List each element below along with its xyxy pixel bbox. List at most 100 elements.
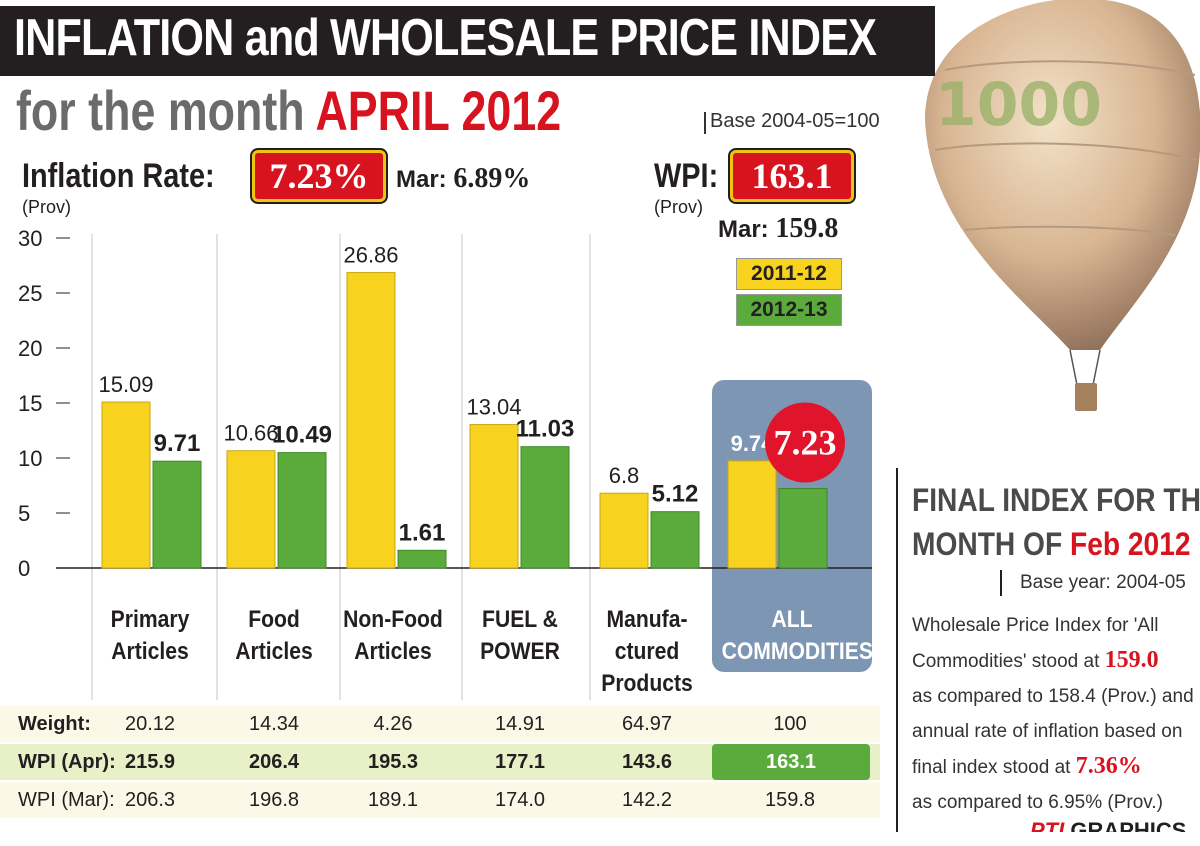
table-cell: 159.8 <box>764 789 816 811</box>
y-tick-label-4: 20 <box>18 336 42 361</box>
category-label-2: Non-Food Articles <box>323 604 464 668</box>
table-cell: 64.97 <box>621 713 673 735</box>
data-label-2011-12-2: 26.86 <box>343 243 398 268</box>
wpi-march-value: 159.8 <box>775 213 839 244</box>
category-label-4: Manufa-ctured Products <box>577 604 718 700</box>
table-cell: 20.12 <box>124 713 176 735</box>
inflation-rate-label: Inflation Rate: <box>22 157 215 195</box>
y-tick-label-2: 10 <box>18 446 42 471</box>
category-label-1: Food Articles <box>204 604 345 668</box>
bars <box>101 272 828 569</box>
table-cell: 215.9 <box>124 751 176 773</box>
data-label-2011-12-4: 6.8 <box>609 463 640 488</box>
side-title-line1: FINAL INDEX FOR THE <box>912 482 1200 518</box>
category-label-0: Primary Articles <box>80 604 221 668</box>
table-row-label: Weight: <box>18 713 91 735</box>
side-line2-prefix: Commodities' stood at <box>912 651 1100 672</box>
legend-2012-13: 2012-13 <box>736 294 842 326</box>
bar-2011-12-4 <box>599 492 649 569</box>
side-line6: as compared to 6.95% (Prov.) <box>912 792 1163 813</box>
bar-2012-13-4 <box>650 511 700 569</box>
table-cell: 14.91 <box>494 713 546 735</box>
category-label-line-1-0: Food <box>248 606 300 633</box>
y-tick-label-3: 15 <box>18 391 42 416</box>
table-cell: 196.8 <box>248 789 300 811</box>
bar-2012-13-0 <box>152 460 202 569</box>
chart-title: INFLATION and WHOLESALE PRICE INDEX <box>14 9 877 67</box>
side-title-month: Feb 2012 <box>1069 526 1191 562</box>
table-row-label: WPI (Mar): <box>18 789 115 811</box>
category-label-line-3-0: FUEL & <box>482 606 558 633</box>
inflation-march-note: Mar: 6.89% <box>396 163 530 195</box>
bar-2012-13-2 <box>397 549 447 569</box>
data-label-2012-13-0: 9.71 <box>154 430 201 457</box>
bar-2011-12-1 <box>226 450 276 569</box>
bar-2012-13-3 <box>520 446 570 569</box>
category-label-line-2-0: Non-Food <box>343 606 443 633</box>
side-line4: annual rate of inflation based on <box>912 721 1183 742</box>
side-body: Wholesale Price Index for 'All Commoditi… <box>912 608 1200 820</box>
category-label-line-5-0: ALL <box>771 606 813 633</box>
category-label-3: FUEL & POWER <box>450 604 591 668</box>
side-line2: Commodities' stood at 159.0 <box>912 643 1200 679</box>
table-row: WPI (Apr): 215.9 206.4 195.3 177.1 143.6 163.1 <box>0 744 880 780</box>
table-cell: 143.6 <box>621 751 673 773</box>
category-label-line-0-1: Articles <box>111 638 189 665</box>
side-title-prefix: MONTH OF <box>912 526 1063 562</box>
category-label-5: ALL COMMODITIES <box>721 604 873 668</box>
inflation-prov-note: (Prov) <box>22 197 71 217</box>
data-label-2012-13-1: 10.49 <box>272 422 332 449</box>
table-cell: 174.0 <box>494 789 546 811</box>
bar-2012-13-1 <box>277 452 327 569</box>
side-line5-prefix: final index stood at <box>912 757 1071 778</box>
wpi-march-note: Mar: 159.8 <box>718 213 838 245</box>
bottom-margin <box>0 832 1200 846</box>
category-label-line-3-1: POWER <box>480 638 560 665</box>
side-title-line2: MONTH OF Feb 2012 <box>912 522 1191 566</box>
table-row: WPI (Mar): 206.3 196.8 189.1 174.0 142.2 159.8 <box>0 782 880 818</box>
data-label-2012-13-5: 7.23 <box>774 422 837 462</box>
grid-lines <box>91 234 591 700</box>
bar-2011-12-2 <box>346 272 396 569</box>
bar-2012-13-5 <box>778 487 828 569</box>
table-row: Weight: 20.12 14.34 4.26 14.91 64.97 100 <box>0 706 880 742</box>
table-cell: 163.1 <box>712 744 870 780</box>
wpi-label: WPI: <box>654 157 719 195</box>
data-label-2012-13-2: 1.61 <box>399 519 446 546</box>
side-base-divider <box>1000 570 1002 596</box>
table-row-label: WPI (Apr): <box>18 751 116 773</box>
subtitle-prefix: for the month <box>16 79 305 142</box>
side-divider <box>896 468 898 846</box>
category-label-line-2-1: Articles <box>354 638 432 665</box>
legend-2011-12: 2011-12 <box>736 258 842 290</box>
side-line5-value: 7.36% <box>1075 753 1142 779</box>
category-label-line-1-1: Articles <box>235 638 313 665</box>
category-label-line-4-0: Manufa- <box>606 606 688 633</box>
y-tick-label-1: 5 <box>18 501 30 526</box>
base-note: Base 2004-05=100 <box>704 110 880 134</box>
inflation-march-value: 6.89% <box>453 163 531 194</box>
inflation-rate-value: 7.23% <box>252 150 386 202</box>
data-label-2012-13-4: 5.12 <box>652 481 699 508</box>
wpi-march-label: Mar: <box>718 216 769 243</box>
y-tick-label-6: 30 <box>18 226 42 251</box>
chart-subtitle: for the month APRIL 2012 <box>16 78 561 143</box>
table-cell: 100 <box>773 713 807 735</box>
currency-balloon-image: 1000 <box>925 0 1200 411</box>
data-label-2011-12-0: 15.09 <box>98 372 153 397</box>
category-label-line-5-1: COMMODITIES <box>721 638 873 665</box>
side-panel <box>895 470 1200 846</box>
table-cell: 14.34 <box>248 713 300 735</box>
category-label-line-0-0: Primary <box>110 606 190 633</box>
bar-2011-12-3 <box>469 424 519 569</box>
table-cell: 189.1 <box>367 789 419 811</box>
bar-2011-12-5 <box>727 460 777 569</box>
title-bar <box>0 6 935 76</box>
table-cell: 206.3 <box>124 789 176 811</box>
category-label-line-4-2: Products <box>601 670 693 697</box>
wpi-prov-note: (Prov) <box>654 197 703 217</box>
category-label-line-4-1: ctured <box>614 638 680 665</box>
data-label-2011-12-3: 13.04 <box>466 395 521 420</box>
